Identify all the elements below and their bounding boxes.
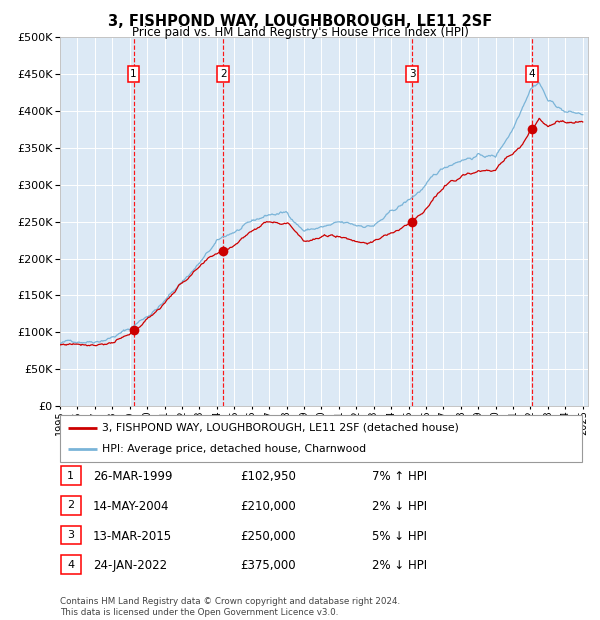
Text: Contains HM Land Registry data © Crown copyright and database right 2024.
This d: Contains HM Land Registry data © Crown c… (60, 598, 400, 617)
Text: 2: 2 (67, 500, 74, 510)
Text: £102,950: £102,950 (240, 470, 296, 483)
Bar (61, 556, 80, 574)
Text: 26-MAR-1999: 26-MAR-1999 (93, 470, 173, 483)
Text: 3: 3 (67, 530, 74, 540)
Bar (61, 526, 80, 544)
Text: £210,000: £210,000 (240, 500, 296, 513)
Text: 3: 3 (409, 69, 415, 79)
Bar (61, 496, 80, 515)
Text: 4: 4 (529, 69, 535, 79)
Bar (61, 466, 80, 485)
Text: 5% ↓ HPI: 5% ↓ HPI (372, 529, 427, 542)
Text: 3, FISHPOND WAY, LOUGHBOROUGH, LE11 2SF (detached house): 3, FISHPOND WAY, LOUGHBOROUGH, LE11 2SF … (102, 423, 458, 433)
Text: 1: 1 (130, 69, 137, 79)
Text: 2: 2 (220, 69, 227, 79)
Text: HPI: Average price, detached house, Charnwood: HPI: Average price, detached house, Char… (102, 445, 366, 454)
Text: £250,000: £250,000 (240, 529, 296, 542)
Text: 7% ↑ HPI: 7% ↑ HPI (372, 470, 427, 483)
Text: Price paid vs. HM Land Registry's House Price Index (HPI): Price paid vs. HM Land Registry's House … (131, 26, 469, 39)
Text: 14-MAY-2004: 14-MAY-2004 (93, 500, 170, 513)
Text: 3, FISHPOND WAY, LOUGHBOROUGH, LE11 2SF: 3, FISHPOND WAY, LOUGHBOROUGH, LE11 2SF (108, 14, 492, 29)
Text: £375,000: £375,000 (240, 559, 296, 572)
Text: 2% ↓ HPI: 2% ↓ HPI (372, 559, 427, 572)
Text: 13-MAR-2015: 13-MAR-2015 (93, 529, 172, 542)
Text: 2% ↓ HPI: 2% ↓ HPI (372, 500, 427, 513)
Text: 1: 1 (67, 471, 74, 480)
Text: 4: 4 (67, 560, 74, 570)
Text: 24-JAN-2022: 24-JAN-2022 (93, 559, 167, 572)
